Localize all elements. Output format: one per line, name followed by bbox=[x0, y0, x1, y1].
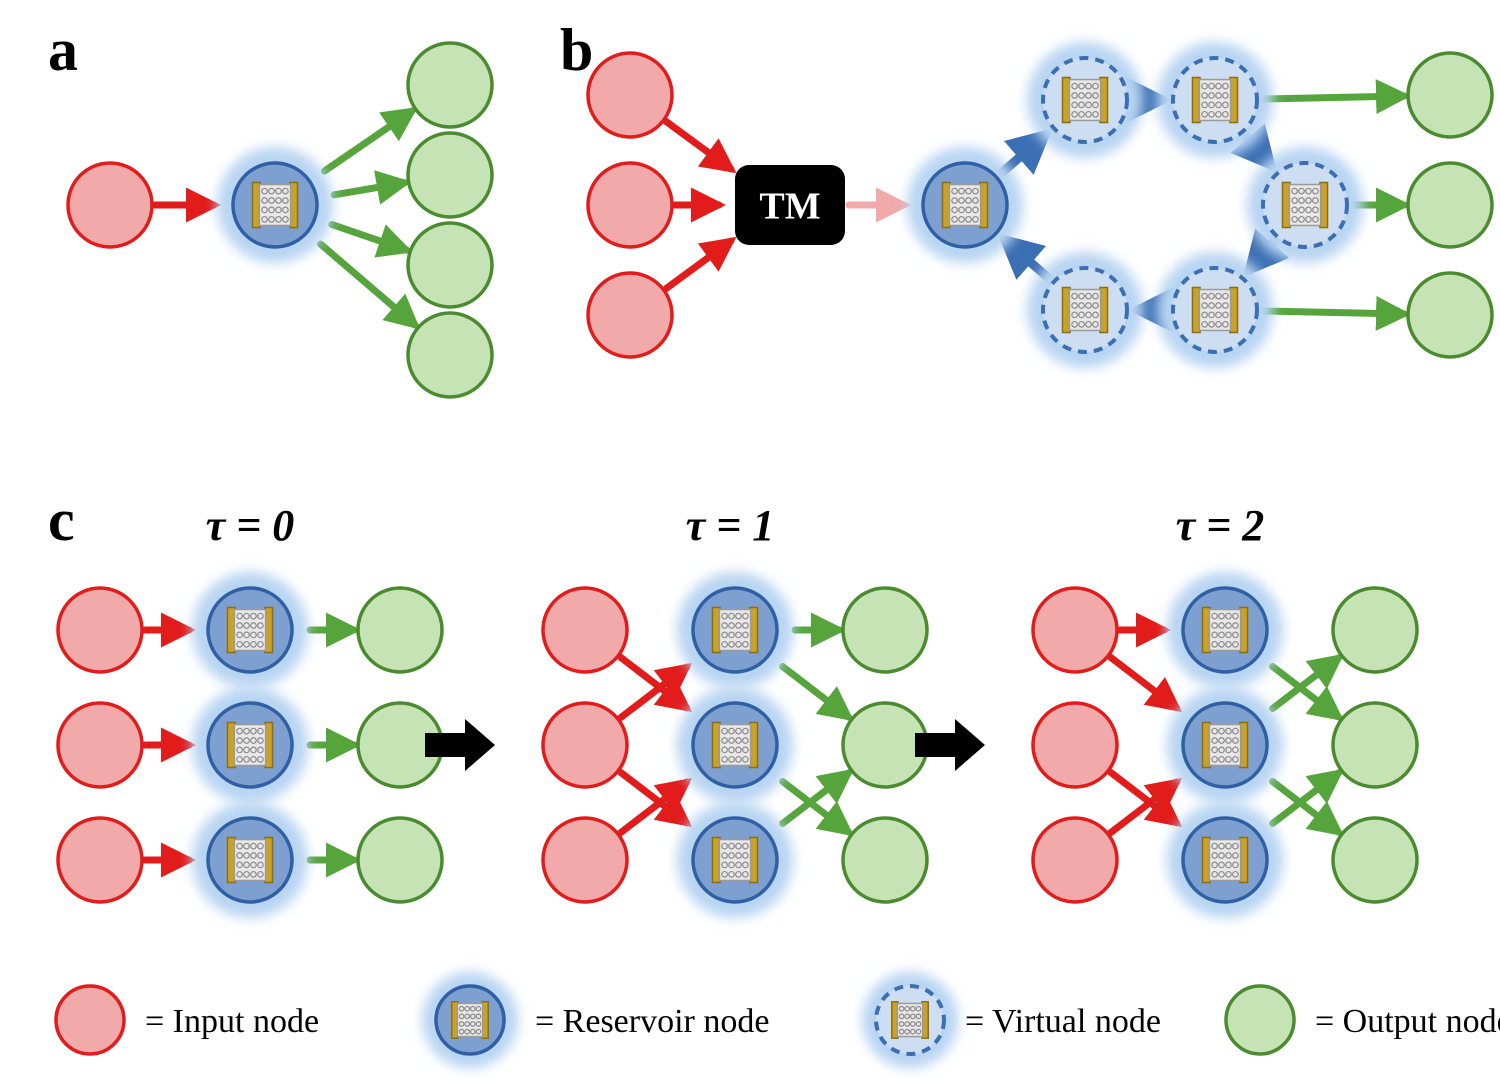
reservoir-node bbox=[1167, 687, 1283, 803]
arrow bbox=[1273, 667, 1339, 718]
input-node bbox=[1033, 703, 1117, 787]
arrow bbox=[783, 667, 849, 718]
arrow bbox=[1263, 311, 1404, 314]
input-node bbox=[588, 273, 672, 357]
input-node bbox=[1033, 818, 1117, 902]
reservoir-node bbox=[677, 572, 793, 688]
label: TM bbox=[759, 185, 820, 227]
arrow bbox=[332, 224, 407, 250]
output-node bbox=[358, 818, 442, 902]
reservoir-node bbox=[217, 147, 333, 263]
reservoir-node bbox=[192, 572, 308, 688]
reservoir-node bbox=[677, 802, 793, 918]
arrow bbox=[1111, 782, 1177, 833]
arrow bbox=[1273, 773, 1339, 824]
arrow bbox=[621, 772, 687, 823]
reservoir-node bbox=[192, 802, 308, 918]
arrow bbox=[621, 782, 687, 833]
arrow bbox=[1273, 658, 1339, 709]
arrow bbox=[621, 667, 687, 718]
input-node bbox=[1033, 588, 1117, 672]
label: a bbox=[48, 17, 78, 83]
virtual-node bbox=[1027, 252, 1143, 368]
virtual-node bbox=[862, 972, 958, 1068]
arrow bbox=[334, 183, 405, 195]
input-node bbox=[543, 588, 627, 672]
output-node bbox=[358, 588, 442, 672]
output-node bbox=[408, 313, 492, 397]
reservoir-node bbox=[192, 687, 308, 803]
label: = Output node bbox=[1315, 1003, 1500, 1040]
output-node bbox=[1408, 273, 1492, 357]
reservoir-node bbox=[1167, 802, 1283, 918]
output-node bbox=[1333, 818, 1417, 902]
input-node bbox=[56, 986, 124, 1054]
arrow bbox=[783, 782, 849, 833]
big-arrow-icon bbox=[915, 719, 985, 771]
input-node bbox=[543, 703, 627, 787]
arrow bbox=[666, 122, 731, 169]
label: = Input node bbox=[145, 1003, 319, 1040]
reservoir-node bbox=[907, 147, 1023, 263]
output-node bbox=[408, 43, 492, 127]
reservoir-node bbox=[422, 972, 518, 1068]
arrow bbox=[324, 111, 412, 171]
input-node bbox=[588, 53, 672, 137]
input-node bbox=[58, 588, 142, 672]
output-node bbox=[843, 588, 927, 672]
virtual-node bbox=[1247, 147, 1363, 263]
arrow bbox=[321, 244, 416, 325]
label: = Reservoir node bbox=[535, 1003, 769, 1040]
input-node bbox=[58, 818, 142, 902]
output-node bbox=[408, 223, 492, 307]
arrow bbox=[1111, 657, 1177, 708]
output-node bbox=[843, 818, 927, 902]
reservoir-node bbox=[1167, 572, 1283, 688]
label: = Virtual node bbox=[965, 1003, 1161, 1040]
arrow bbox=[1273, 782, 1339, 833]
tau-label: τ = 2 bbox=[1176, 501, 1265, 550]
label: b bbox=[560, 17, 593, 83]
reservoir-node bbox=[677, 687, 793, 803]
tau-label: τ = 1 bbox=[686, 501, 775, 550]
virtual-node bbox=[1027, 42, 1143, 158]
output-node bbox=[1408, 53, 1492, 137]
arrow bbox=[666, 241, 731, 288]
label: c bbox=[48, 487, 75, 553]
input-node bbox=[588, 163, 672, 247]
output-node bbox=[1333, 703, 1417, 787]
arrow bbox=[1111, 772, 1177, 823]
arrow bbox=[783, 773, 849, 824]
virtual-node bbox=[1157, 252, 1273, 368]
input-node bbox=[68, 163, 152, 247]
output-node bbox=[843, 703, 927, 787]
input-node bbox=[543, 818, 627, 902]
output-node bbox=[1226, 986, 1294, 1054]
output-node bbox=[1408, 163, 1492, 247]
tau-label: τ = 0 bbox=[206, 501, 295, 550]
arrow bbox=[621, 657, 687, 708]
output-node bbox=[408, 133, 492, 217]
input-node bbox=[58, 703, 142, 787]
virtual-node bbox=[1157, 42, 1273, 158]
arrow bbox=[1263, 96, 1404, 99]
output-node bbox=[1333, 588, 1417, 672]
